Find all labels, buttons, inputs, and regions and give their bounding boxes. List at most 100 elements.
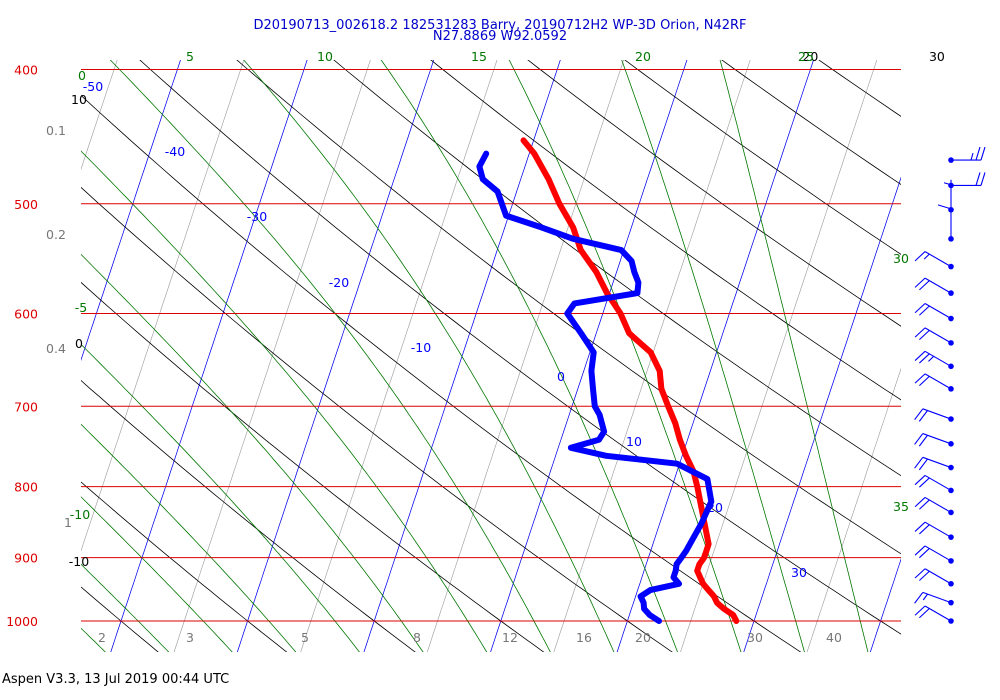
isobar-lines [81, 68, 901, 622]
gray-diagonal-line [173, 60, 371, 652]
mixing-ratio-label: 2 [98, 630, 106, 645]
wind-barb-full-flag [914, 433, 924, 445]
wind-barb-full-flag [914, 277, 926, 288]
moist-adiabat-line [81, 150, 488, 652]
wind-barb-full-flag [914, 251, 926, 262]
moist-adiabat-line [508, 60, 742, 652]
gray-diagonal-line [680, 60, 878, 652]
gray-diagonal-line [806, 367, 901, 652]
wind-barbs [914, 146, 986, 624]
pressure-tick-label: 600 [14, 307, 38, 322]
wind-barb-full-flag [914, 568, 926, 579]
wind-barb-full-flag [914, 605, 926, 616]
moist-adiabat-label: 35 [893, 499, 909, 514]
dry-adiabat-line [430, 60, 901, 401]
moist-adiabat-line [81, 253, 424, 652]
wind-barb-full-flag [918, 410, 928, 422]
dry-adiabat-label: -10 [69, 554, 89, 569]
moist-adiabat-label: -10 [70, 507, 90, 522]
wind-barb-half-flag [928, 355, 935, 362]
wind-barb-full-flag [919, 477, 930, 488]
moist-adiabat-label: -5 [75, 300, 87, 315]
wind-barb-full-flag [914, 497, 926, 508]
dry-adiabat-line [818, 60, 901, 117]
wind-barb-full-flag [914, 303, 926, 314]
pressure-tick-label: 400 [14, 62, 38, 77]
wind-barb-full-flag [919, 375, 930, 387]
dry-adiabat-line [527, 60, 901, 327]
sounding-profiles [476, 137, 740, 624]
wind-barb-full-flag [919, 570, 930, 581]
moist-adiabat-label: 30 [893, 251, 909, 266]
mixing-ratio-label: 0.1 [46, 123, 66, 138]
dry-adiabat-line [624, 60, 901, 255]
wind-barb-full-flag [919, 608, 930, 619]
wind-barb [914, 433, 954, 447]
wind-barb-station-dot [948, 487, 954, 494]
mixing-ratio-label: 1 [64, 515, 72, 530]
isotherm-label: 20 [802, 49, 818, 64]
moist-adiabat-line [621, 60, 805, 652]
wind-barb-full-flag [914, 521, 926, 532]
wind-barb-full-flag [914, 373, 926, 384]
diagonal-line-label: -30 [247, 209, 267, 224]
dry-adiabat-label: 10 [71, 92, 87, 107]
moist-adiabat-label: 15 [471, 49, 487, 64]
moist-adiabat-line [81, 423, 297, 652]
wind-barb [914, 350, 954, 370]
diagonal-line-label: -50 [83, 79, 103, 94]
wind-barb [948, 172, 986, 189]
diagram-grid [81, 39, 1000, 657]
gray-diagonal-line [300, 60, 498, 652]
mixing-ratio-label: 3 [186, 630, 194, 645]
pressure-tick-label: 500 [14, 197, 38, 212]
diagonal-line-label: 0 [557, 369, 565, 384]
moist-adiabat-line [81, 496, 233, 652]
wind-barb-full-flag [914, 456, 924, 469]
dewpoint-profile-line [476, 150, 715, 624]
dry-adiabat-line [885, 39, 1000, 657]
dry-adiabat-line [333, 60, 901, 477]
blue-diagonal-line [81, 60, 181, 362]
wind-barb-full-flag [919, 329, 930, 341]
chart-title-line-1: D20190713_002618.2 182531283 Barry, 2019… [253, 18, 747, 33]
wind-barb-full-flag [914, 327, 926, 338]
gray-diagonal-line [932, 39, 1000, 657]
wind-barb [914, 521, 954, 540]
wind-barb [914, 373, 954, 392]
diagonal-line-label: -40 [165, 144, 185, 159]
gray-diagonal-line [553, 60, 751, 652]
wind-barb-half-flag [922, 593, 928, 601]
wind-barb-full-flag [914, 350, 926, 361]
wind-barb [914, 251, 954, 270]
blue-diagonal-line [996, 39, 1000, 657]
wind-barb-full-flag [918, 434, 928, 447]
dry-adiabat-line [81, 481, 288, 652]
wind-barb-full-flag [919, 548, 930, 559]
wind-barb-full-flag [975, 172, 981, 186]
wind-barb-full-flag [919, 353, 930, 364]
moist-adiabat-line [109, 60, 551, 652]
diagonal-line-label: -10 [411, 340, 431, 355]
wind-barb [914, 545, 954, 564]
wind-barb-full-flag [919, 499, 930, 510]
pressure-tick-label: 900 [14, 551, 38, 566]
mixing-ratio-label: 20 [635, 630, 651, 645]
gray-diagonal-line [870, 558, 901, 652]
wind-barb-full-flag [919, 280, 930, 291]
mixing-ratio-label: 5 [301, 630, 309, 645]
wind-barb-full-flag [919, 524, 930, 535]
moist-adiabat-line [719, 60, 869, 652]
wind-barb-half-flag [970, 152, 974, 161]
temperature-profile-line [520, 137, 740, 624]
gray-diagonal-line [996, 39, 1000, 657]
moist-adiabat-label: 25 [798, 49, 814, 64]
blue-diagonal-line [236, 60, 435, 652]
diagonal-line-label: -20 [329, 275, 349, 290]
wind-barb-full-flag [914, 545, 926, 556]
diagonal-line-label: 20 [707, 500, 723, 515]
moist-adiabat-line [243, 60, 615, 652]
dry-adiabat-line [981, 39, 1000, 657]
isotherm-label: 30 [929, 49, 945, 64]
